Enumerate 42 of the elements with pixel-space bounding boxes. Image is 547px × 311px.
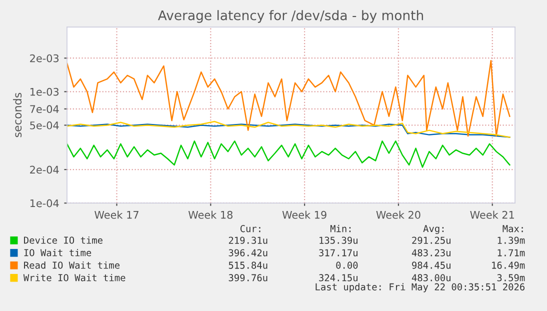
text: 399.76u — [228, 274, 268, 282]
text: 1.71m — [498, 249, 525, 256]
legend-label: Read IO Wait time — [24, 261, 120, 269]
x-tick-label: Week 21 — [470, 210, 514, 219]
text: Last update: Fri May 22 00:35:51 2026 — [316, 283, 525, 292]
line-series — [67, 120, 510, 138]
text: 3.59m — [497, 274, 525, 282]
text: 483.00u — [412, 274, 450, 282]
text: 16.49m — [492, 262, 525, 269]
line-series — [67, 124, 510, 138]
y-tick-label: 7e-04 — [30, 105, 59, 114]
x-tick-label: Week 20 — [376, 210, 420, 219]
x-tick-label: Week 19 — [282, 210, 326, 219]
text: Cur: — [240, 225, 260, 232]
text: 396.42u — [228, 249, 268, 256]
y-tick-label: 1e-03 — [30, 88, 59, 96]
x-tick-label: Week 17 — [94, 210, 138, 219]
legend-label: IO Wait time — [24, 248, 92, 256]
y-tick-label: 5e-04 — [30, 121, 59, 130]
text: 219.31u — [228, 236, 268, 244]
text: 317.17u — [319, 249, 358, 256]
text: 483.23u — [412, 249, 450, 256]
text: 1.39m — [498, 236, 525, 244]
text: 135.39u — [320, 236, 358, 244]
text: Max: — [502, 225, 523, 232]
text: 515.84u — [228, 262, 268, 269]
y-tick-label: 2e-03 — [30, 54, 59, 62]
text: 324.15u — [319, 274, 358, 282]
text: 984.45u — [412, 262, 450, 269]
legend-label: Write IO Wait time — [23, 274, 126, 282]
x-tick-label: Week 18 — [188, 210, 232, 219]
text: 291.25u — [412, 236, 450, 244]
y-axis-title: seconds — [13, 92, 22, 138]
y-tick-label: 1e-04 — [30, 199, 59, 208]
chart-title: Average latency for /dev/sda - by month — [158, 10, 424, 23]
legend-label: Device IO time — [24, 236, 102, 244]
y-tick-label: 2e-04 — [30, 166, 59, 174]
text: Avg: — [423, 225, 444, 234]
text: 0.00 — [336, 262, 358, 269]
line-series — [67, 140, 510, 168]
text: Min: — [330, 224, 351, 232]
line-series — [67, 60, 510, 137]
